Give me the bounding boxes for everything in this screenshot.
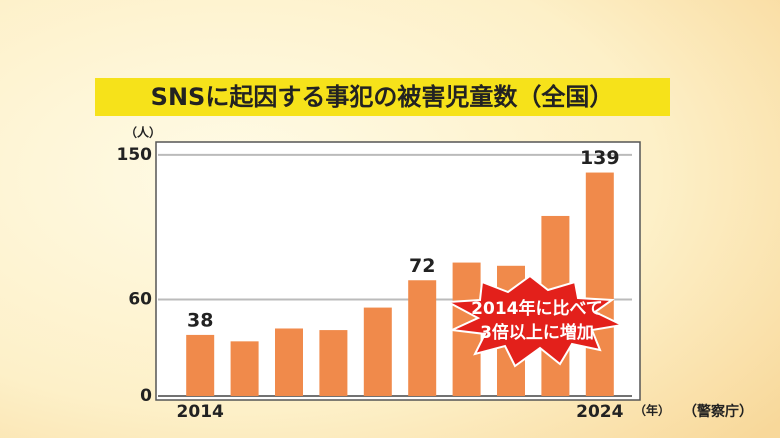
- bar: [585, 172, 614, 396]
- annotation-line: 2014年に比べて: [471, 298, 603, 319]
- chart-title: SNSに起因する事犯の被害児童数（全国）: [151, 83, 614, 111]
- title-box: [95, 78, 670, 116]
- y-tick-label: 60: [128, 290, 152, 310]
- starburst: [444, 274, 626, 368]
- annotation-line: 3倍以上に増加: [480, 322, 594, 343]
- bar: [186, 334, 215, 396]
- y-tick-label: 0: [140, 386, 152, 406]
- y-unit: （人）: [125, 125, 161, 140]
- annotation: 2014年に比べて 3倍以上に増加: [444, 274, 626, 368]
- x-tick-label: 2024: [576, 402, 623, 422]
- x-tick-label: 2014: [177, 402, 224, 422]
- value-label: 139: [580, 147, 620, 169]
- y-tick-label: 150: [117, 145, 153, 165]
- bar: [408, 280, 437, 396]
- bar: [230, 341, 259, 396]
- value-label: 72: [409, 255, 435, 277]
- source: （警察庁）: [683, 403, 753, 420]
- bar: [275, 328, 303, 396]
- bar: [319, 330, 348, 396]
- bar: [363, 307, 392, 396]
- value-label: 38: [187, 309, 213, 331]
- x-unit: （年）: [634, 403, 670, 418]
